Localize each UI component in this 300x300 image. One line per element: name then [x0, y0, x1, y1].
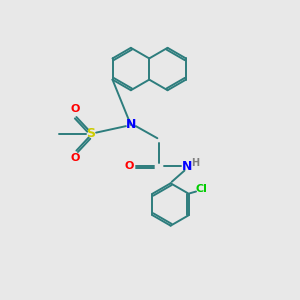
Text: S: S [87, 127, 96, 140]
Text: N: N [182, 160, 192, 173]
Text: O: O [70, 104, 80, 114]
Text: Cl: Cl [195, 184, 207, 194]
Text: O: O [70, 153, 80, 163]
Text: N: N [126, 118, 136, 131]
Text: O: O [125, 161, 134, 171]
Text: H: H [191, 158, 199, 168]
